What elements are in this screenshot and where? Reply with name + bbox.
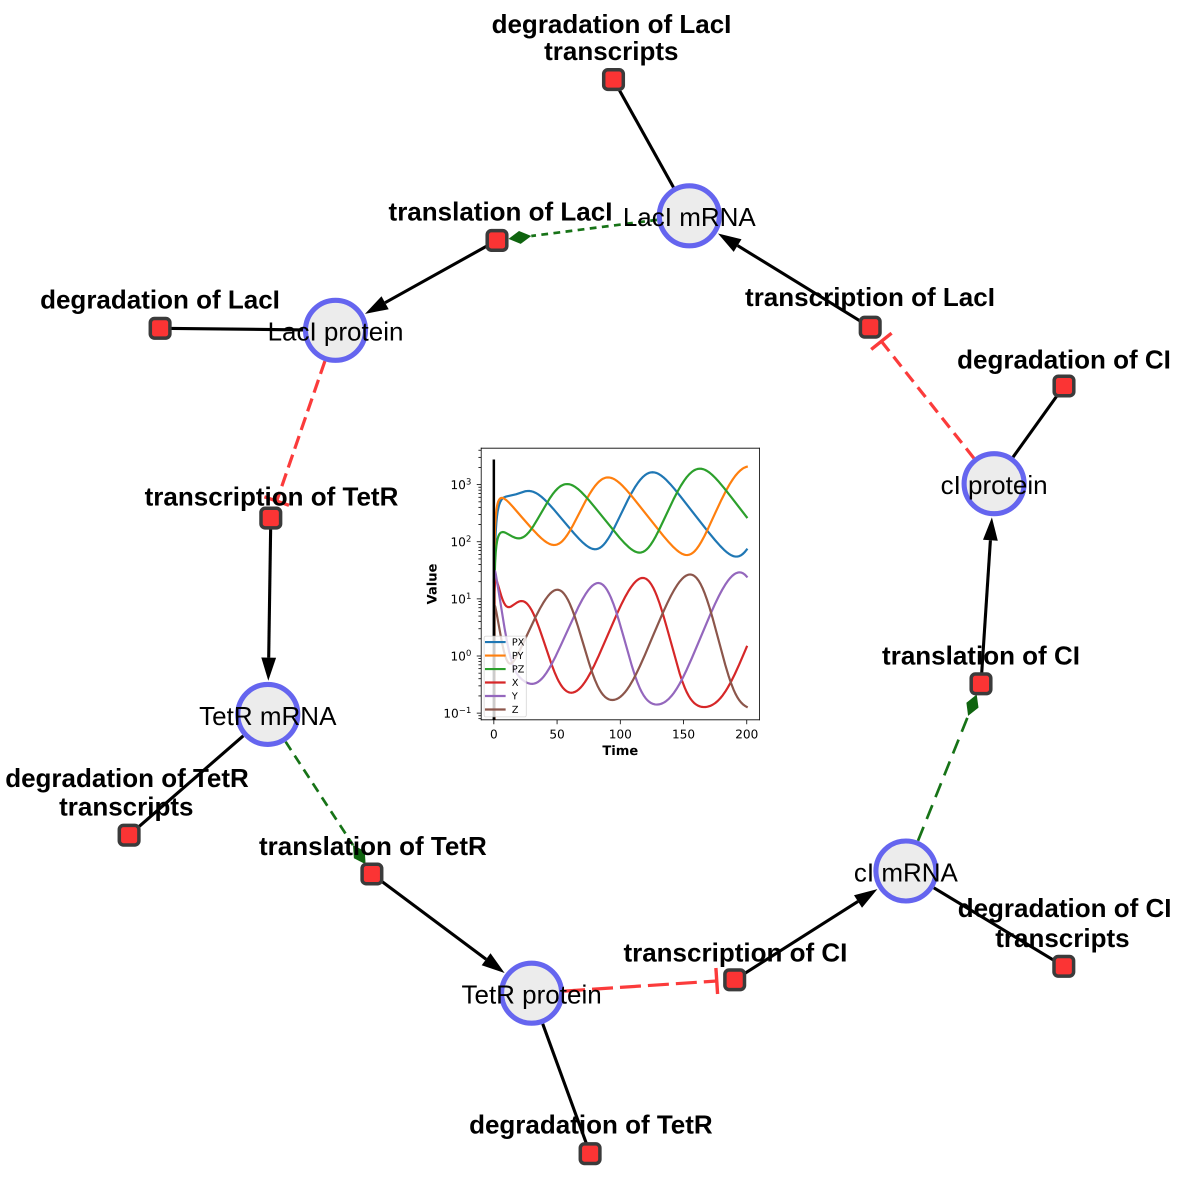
svg-text:TetR protein: TetR protein [462,980,602,1010]
svg-text:translation of TetR: translation of TetR [259,831,487,861]
svg-text:cI protein: cI protein [941,470,1048,500]
svg-text:degradation of TetR: degradation of TetR [5,763,249,793]
svg-text:transcription of CI: transcription of CI [623,938,847,968]
svg-text:LacI mRNA: LacI mRNA [623,202,757,232]
svg-text:degradation of CI: degradation of CI [958,893,1172,923]
svg-text:degradation of CI: degradation of CI [957,344,1171,374]
svg-text:transcripts: transcripts [544,36,678,66]
svg-text:transcripts: transcripts [995,923,1129,953]
svg-text:cI mRNA: cI mRNA [854,857,959,887]
svg-text:transcription of LacI: transcription of LacI [745,282,995,312]
svg-text:transcripts: transcripts [59,792,193,822]
svg-text:degradation of LacI: degradation of LacI [40,284,280,314]
svg-text:translation of LacI: translation of LacI [389,196,613,226]
svg-text:transcription of TetR: transcription of TetR [145,482,399,512]
svg-text:degradation of LacI: degradation of LacI [492,9,732,39]
svg-text:translation of CI: translation of CI [882,640,1080,670]
svg-text:TetR mRNA: TetR mRNA [199,701,337,731]
svg-text:degradation of TetR: degradation of TetR [469,1110,713,1140]
svg-text:LacI protein: LacI protein [268,317,404,347]
